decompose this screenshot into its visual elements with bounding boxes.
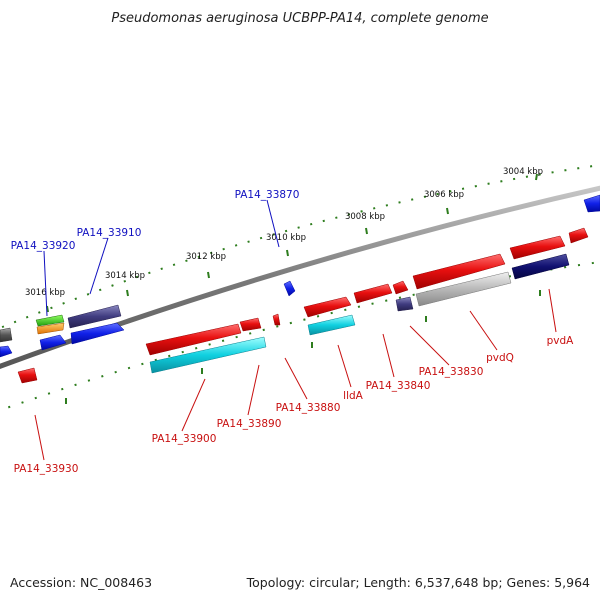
gene-arrow[interactable] <box>511 253 570 280</box>
leader-line <box>247 364 260 416</box>
major-tick <box>46 305 49 313</box>
tick-label: 3014 kbp <box>105 271 145 281</box>
leader-line <box>409 325 450 366</box>
gene-label-pa14-33890[interactable]: PA14_33890 <box>217 418 282 430</box>
gene-label-pa14-33920[interactable]: PA14_33920 <box>11 240 76 252</box>
outer-tick-ring <box>0 164 600 330</box>
tick-label: 3004 kbp <box>503 167 543 177</box>
leader-line <box>337 344 352 388</box>
tick-label: 3010 kbp <box>266 233 306 243</box>
tick-label: 3012 kbp <box>186 252 226 262</box>
major-tick <box>286 249 289 257</box>
gene-label-llda[interactable]: lldA <box>343 390 363 402</box>
gene-arrow[interactable] <box>583 194 600 213</box>
gene-label-pa14-33840[interactable]: PA14_33840 <box>366 380 431 392</box>
major-tick <box>535 173 538 181</box>
major-tick <box>365 227 368 235</box>
gene-labels: PA14_33870 PA14_33910 PA14_33920 PA14_33… <box>11 189 575 475</box>
gene-arrow[interactable] <box>272 313 281 326</box>
gene-label-pa14-33910[interactable]: PA14_33910 <box>77 227 142 239</box>
gene-label-pvda[interactable]: pvdA <box>547 335 575 347</box>
leader-line <box>266 199 280 248</box>
gene-arrow[interactable] <box>0 345 13 358</box>
major-tick <box>207 271 210 279</box>
major-tick <box>446 207 449 215</box>
gene-label-pa14-33900[interactable]: PA14_33900 <box>152 433 217 445</box>
accession-text: Accession: NC_008463 <box>10 575 152 590</box>
leader-line <box>181 378 206 432</box>
tick-label: 3008 kbp <box>345 212 385 222</box>
gene-label-pa14-33880[interactable]: PA14_33880 <box>276 402 341 414</box>
gene-arrow[interactable] <box>70 322 125 345</box>
genes-forward <box>0 194 600 356</box>
gene-arrow[interactable] <box>353 283 393 304</box>
leader-lines <box>34 199 557 461</box>
leader-line <box>284 357 308 400</box>
gene-arrow[interactable] <box>67 304 122 329</box>
gene-arrow[interactable] <box>415 271 512 307</box>
tick-label: 3016 kbp <box>25 288 65 298</box>
gene-arrow[interactable] <box>35 314 65 327</box>
gene-label-pa14-33930[interactable]: PA14_33930 <box>14 463 79 475</box>
gene-arrow[interactable] <box>568 227 589 244</box>
leader-line <box>43 250 48 317</box>
leader-line <box>34 414 45 461</box>
tick-label: 3006 kbp <box>424 190 464 200</box>
gene-arrow[interactable] <box>412 253 506 290</box>
gene-arrow[interactable] <box>39 334 67 351</box>
gene-arrow[interactable] <box>307 314 356 336</box>
leader-line <box>382 333 395 378</box>
inner-tick-ring <box>0 261 600 412</box>
gene-arrow[interactable] <box>145 323 242 356</box>
gene-arrow[interactable] <box>36 322 65 335</box>
gene-arrow[interactable] <box>17 367 38 384</box>
major-tick <box>126 289 129 297</box>
gene-label-pa14-33870[interactable]: PA14_33870 <box>235 189 300 201</box>
leader-line <box>548 288 557 333</box>
gene-label-pvdq[interactable]: pvdQ <box>486 352 514 364</box>
gene-arrow[interactable] <box>283 280 296 297</box>
genes-reverse <box>0 253 570 384</box>
gene-arrow[interactable] <box>392 280 409 295</box>
map-title: Pseudomonas aeruginosa UCBPP-PA14, compl… <box>111 11 488 26</box>
genome-backbone <box>0 185 600 369</box>
gene-arrow[interactable] <box>303 296 352 318</box>
gene-arrow[interactable] <box>509 235 566 260</box>
leader-line <box>89 237 109 295</box>
leader-line <box>469 310 498 351</box>
gene-arrow[interactable] <box>0 327 13 343</box>
gene-arrow[interactable] <box>149 336 267 374</box>
genome-summary: Topology: circular; Length: 6,537,648 bp… <box>246 575 590 590</box>
gene-arrow[interactable] <box>239 317 262 332</box>
gene-label-pa14-33830[interactable]: PA14_33830 <box>419 366 484 378</box>
gene-arrow[interactable] <box>395 296 414 312</box>
